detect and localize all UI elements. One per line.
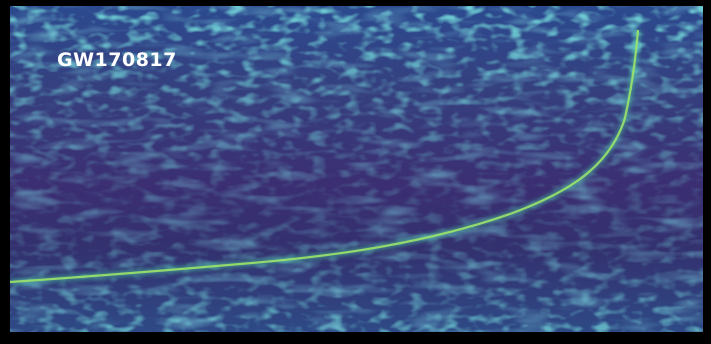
chirp-track <box>10 29 640 284</box>
spectrogram-noise-coarse <box>10 6 703 332</box>
spectrogram <box>10 6 703 332</box>
event-label: GW170817 <box>57 49 177 71</box>
